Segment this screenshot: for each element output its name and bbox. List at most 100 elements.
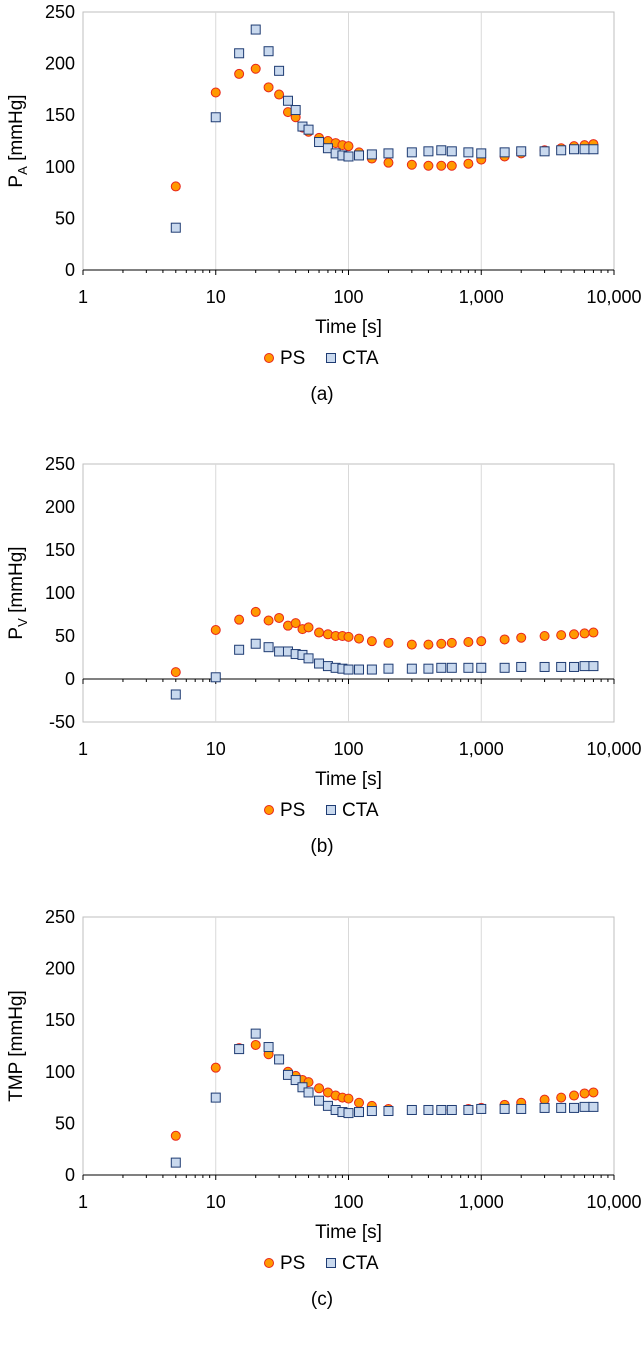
y-tick-label: 200 bbox=[45, 959, 75, 979]
data-point-cta bbox=[210, 1092, 221, 1103]
data-point-cta bbox=[250, 638, 261, 649]
data-point-cta bbox=[556, 1102, 567, 1113]
data-point-cta bbox=[539, 661, 550, 672]
data-point-ps bbox=[539, 631, 550, 641]
data-point-ps bbox=[343, 1093, 354, 1104]
data-point-ps bbox=[423, 160, 434, 171]
data-point-ps bbox=[234, 614, 245, 625]
data-point-cta bbox=[436, 1104, 447, 1115]
data-point-ps bbox=[588, 1087, 599, 1098]
data-point-cta bbox=[579, 661, 590, 672]
data-point-ps bbox=[436, 160, 447, 171]
data-point-ps bbox=[274, 89, 285, 100]
y-tick-label: 200 bbox=[45, 497, 75, 517]
data-point-ps bbox=[569, 1090, 580, 1101]
y-tick-label: 50 bbox=[55, 626, 75, 646]
y-axis-title: PV [mmHg] bbox=[6, 546, 30, 639]
legend-label-ps: PS bbox=[280, 800, 305, 821]
data-point-cta bbox=[234, 644, 245, 655]
data-point-cta bbox=[406, 663, 417, 674]
data-point-cta bbox=[516, 661, 527, 672]
data-point-cta bbox=[516, 146, 527, 157]
data-point-ps bbox=[263, 82, 274, 93]
x-tick-label: 10 bbox=[206, 1192, 226, 1212]
data-point-ps bbox=[406, 159, 417, 170]
x-tick-label: 1,000 bbox=[459, 1192, 504, 1212]
data-point-cta bbox=[263, 46, 274, 57]
data-point-cta bbox=[366, 1106, 377, 1117]
data-point-ps bbox=[406, 639, 417, 650]
x-tick-label: 100 bbox=[333, 1192, 363, 1212]
x-axis-title: Time [s] bbox=[315, 317, 382, 338]
data-point-ps bbox=[588, 627, 599, 638]
data-point-ps bbox=[234, 68, 245, 79]
data-point-cta bbox=[314, 137, 325, 148]
data-point-cta bbox=[423, 663, 434, 674]
data-point-ps bbox=[170, 181, 181, 192]
data-point-ps bbox=[314, 1083, 325, 1094]
legend-marker-ps bbox=[264, 353, 274, 363]
data-point-cta bbox=[579, 1101, 590, 1112]
legend-label-cta: CTA bbox=[342, 348, 379, 369]
chart-panel-b: -50 0 50 100 150 200 250 1 10 100 1,000 10,000 Time … bbox=[0, 452, 644, 904]
x-tick-label: 1 bbox=[78, 287, 88, 307]
data-point-cta bbox=[210, 112, 221, 123]
data-point-cta bbox=[263, 1042, 274, 1053]
data-point-cta bbox=[250, 1028, 261, 1039]
data-point-ps bbox=[210, 1062, 221, 1073]
data-point-ps bbox=[383, 637, 394, 648]
legend: PS CTA bbox=[264, 348, 379, 369]
legend-marker-cta bbox=[326, 353, 336, 363]
data-point-cta bbox=[556, 661, 567, 672]
data-point-cta bbox=[539, 146, 550, 157]
series-cta bbox=[170, 1028, 599, 1168]
data-point-cta bbox=[274, 65, 285, 76]
data-point-cta bbox=[314, 658, 325, 669]
chart-panel-c: 0 50 100 150 200 250 1 10 100 1,000 10,000 Time [s]… bbox=[0, 905, 644, 1357]
panel-caption: (c) bbox=[311, 1289, 333, 1310]
data-point-cta bbox=[170, 222, 181, 233]
data-point-ps bbox=[250, 63, 261, 74]
chart-svg: 0 50 100 150 200 250 1 10 100 1,000 10,000 Time [s]… bbox=[6, 2, 642, 405]
data-point-cta bbox=[274, 1054, 285, 1065]
y-tick-label: 0 bbox=[65, 260, 75, 280]
data-point-ps bbox=[210, 87, 221, 98]
data-point-cta bbox=[303, 1087, 314, 1098]
x-tick-label: 10,000 bbox=[586, 1192, 641, 1212]
legend-label-ps: PS bbox=[280, 348, 305, 369]
data-point-cta bbox=[274, 646, 285, 657]
data-point-cta bbox=[170, 1157, 181, 1168]
y-tick-label: 250 bbox=[45, 2, 75, 22]
y-tick-label: 0 bbox=[65, 1165, 75, 1185]
data-point-cta bbox=[170, 689, 181, 700]
data-point-ps bbox=[170, 1130, 181, 1141]
data-point-cta bbox=[423, 1104, 434, 1115]
data-point-cta bbox=[446, 146, 457, 157]
y-tick-label: 100 bbox=[45, 583, 75, 603]
data-point-ps bbox=[170, 667, 181, 678]
y-tick-label: 150 bbox=[45, 105, 75, 125]
legend-label-ps: PS bbox=[280, 1253, 305, 1274]
data-point-ps bbox=[579, 628, 590, 639]
data-point-cta bbox=[463, 662, 474, 673]
x-tick-label: 10,000 bbox=[586, 287, 641, 307]
x-tick-label: 10,000 bbox=[586, 739, 641, 759]
data-point-ps bbox=[354, 633, 365, 644]
data-point-cta bbox=[588, 144, 599, 155]
y-tick-label: 100 bbox=[45, 157, 75, 177]
y-axis-title: PA [mmHg] bbox=[6, 94, 30, 187]
data-point-cta bbox=[406, 147, 417, 158]
legend-marker-ps bbox=[264, 1258, 274, 1268]
data-point-ps bbox=[499, 634, 510, 645]
y-tick-label: 50 bbox=[55, 208, 75, 228]
y-tick-label: 100 bbox=[45, 1062, 75, 1082]
data-point-ps bbox=[436, 638, 447, 649]
x-tick-label: 1,000 bbox=[459, 287, 504, 307]
legend: PS CTA bbox=[264, 800, 379, 821]
data-point-ps bbox=[210, 624, 221, 635]
data-point-ps bbox=[539, 1094, 550, 1105]
data-point-cta bbox=[406, 1104, 417, 1115]
data-point-cta bbox=[383, 148, 394, 159]
y-tick-label: 250 bbox=[45, 907, 75, 927]
